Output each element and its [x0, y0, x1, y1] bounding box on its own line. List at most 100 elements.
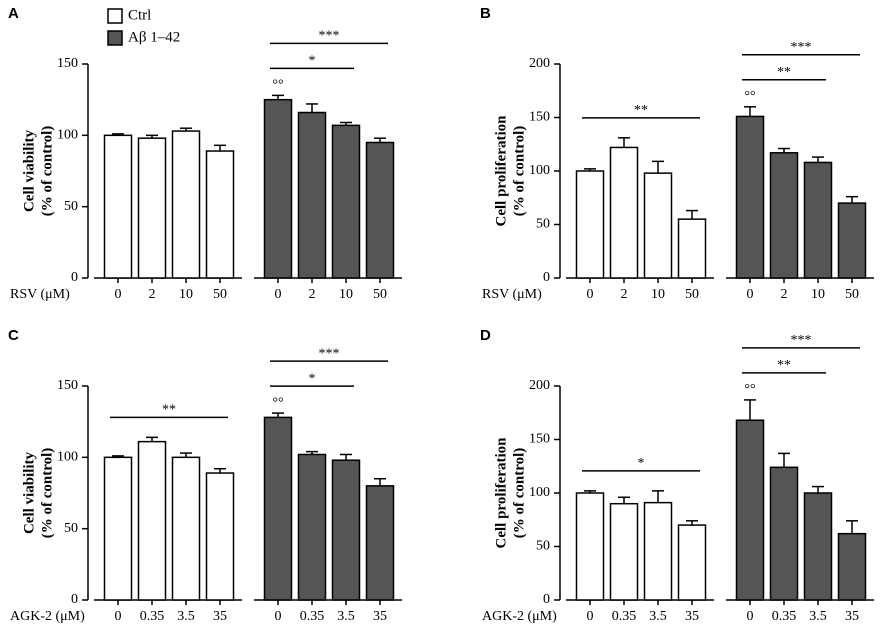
bar [769, 466, 799, 601]
x-tick-label: 2 [781, 287, 788, 302]
x-tick-label: 0 [747, 287, 754, 302]
x-tick-label: 50 [373, 287, 387, 302]
x-tick-label: 3.5 [337, 609, 355, 624]
x-tick-label: 10 [811, 287, 825, 302]
x-tick-label: 0.35 [300, 609, 325, 624]
y-axis-label: (% of control) [511, 126, 527, 217]
significance-label: ** [634, 103, 648, 118]
bar [205, 150, 235, 279]
y-tick-label: 100 [529, 485, 550, 500]
x-tick-label: 3.5 [177, 609, 195, 624]
bar [735, 419, 765, 601]
y-tick-label: 0 [71, 270, 78, 285]
significance-label: ** [162, 403, 176, 418]
bar [803, 161, 833, 279]
annotation: °° [744, 89, 755, 104]
significance-label: *** [319, 346, 340, 361]
bar [677, 524, 707, 601]
y-axis-label: Cell proliferation [493, 115, 509, 227]
x-tick-label: 3.5 [649, 609, 667, 624]
y-axis-label: Cell viability [21, 451, 37, 534]
significance-label: * [638, 456, 645, 471]
significance-label: *** [319, 29, 340, 44]
bar [331, 459, 361, 601]
panel-label: D [480, 327, 491, 344]
y-tick-label: 200 [529, 56, 550, 71]
bar [735, 115, 765, 279]
significance-label: *** [791, 40, 812, 55]
panel-label: C [8, 327, 19, 344]
annotation: °° [272, 395, 283, 410]
bar [575, 492, 605, 601]
legend-swatch [107, 30, 123, 46]
x-tick-label: 50 [845, 287, 859, 302]
legend-swatch [107, 8, 123, 24]
bar [331, 124, 361, 279]
x-tick-label: 35 [373, 609, 387, 624]
x-tick-label: 10 [651, 287, 665, 302]
bar [365, 141, 395, 279]
bar [297, 111, 327, 279]
bar [365, 485, 395, 601]
bar [263, 416, 293, 601]
bar [609, 502, 639, 601]
y-tick-label: 100 [57, 128, 78, 143]
y-axis-label: Cell viability [21, 129, 37, 212]
x-tick-label: 2 [149, 287, 156, 302]
significance-label: *** [791, 333, 812, 348]
bar [677, 218, 707, 279]
x-tick-label: 3.5 [809, 609, 827, 624]
y-tick-label: 150 [57, 56, 78, 71]
significance-label: ** [777, 65, 791, 80]
y-tick-label: 0 [543, 270, 550, 285]
annotation: °° [272, 78, 283, 93]
y-axis-label: (% of control) [39, 126, 55, 217]
x-tick-label: 0.35 [140, 609, 165, 624]
y-axis-label: (% of control) [39, 448, 55, 539]
y-tick-label: 200 [529, 378, 550, 393]
panel-label: A [8, 5, 19, 22]
y-tick-label: 0 [543, 592, 550, 607]
x-tick-label: 0 [747, 609, 754, 624]
x-axis-label: AGK-2 (μM) [482, 609, 557, 624]
bar [297, 453, 327, 601]
x-tick-label: 0 [587, 609, 594, 624]
x-tick-label: 10 [339, 287, 353, 302]
bar [837, 532, 867, 601]
bar [263, 98, 293, 279]
y-axis-label: (% of control) [511, 448, 527, 539]
x-tick-label: 0 [275, 287, 282, 302]
x-axis-label: AGK-2 (μM) [10, 609, 85, 624]
bar [803, 492, 833, 601]
x-tick-label: 10 [179, 287, 193, 302]
bar [575, 170, 605, 279]
y-tick-label: 100 [529, 163, 550, 178]
x-tick-label: 0.35 [772, 609, 797, 624]
y-tick-label: 50 [64, 521, 78, 536]
x-tick-label: 35 [685, 609, 699, 624]
bar [205, 472, 235, 601]
bar [609, 146, 639, 279]
y-tick-label: 0 [71, 592, 78, 607]
y-tick-label: 50 [536, 539, 550, 554]
bar [103, 134, 133, 279]
bar [643, 501, 673, 601]
significance-label: * [309, 54, 316, 69]
x-tick-label: 2 [309, 287, 316, 302]
y-tick-label: 150 [57, 378, 78, 393]
bar [769, 152, 799, 279]
x-tick-label: 0 [587, 287, 594, 302]
bar [137, 137, 167, 279]
y-tick-label: 150 [529, 110, 550, 125]
y-tick-label: 50 [536, 217, 550, 232]
x-tick-label: 0 [275, 609, 282, 624]
bar [643, 172, 673, 279]
x-tick-label: 35 [845, 609, 859, 624]
x-axis-label: RSV (μM) [10, 287, 70, 302]
x-tick-label: 0 [115, 287, 122, 302]
bar [837, 202, 867, 279]
significance-label: * [309, 371, 316, 386]
annotation: °° [744, 382, 755, 397]
significance-label: ** [777, 358, 791, 373]
